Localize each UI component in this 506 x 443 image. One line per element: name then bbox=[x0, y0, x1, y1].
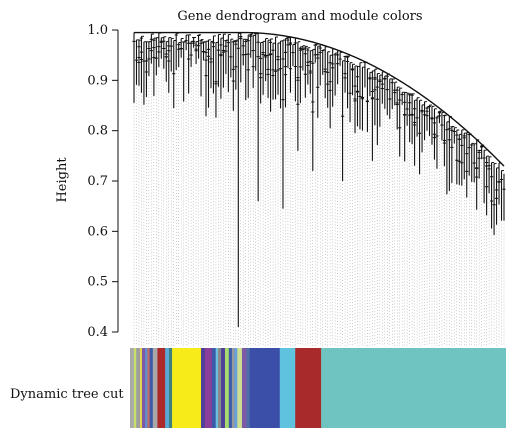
y-tick-label: 0.6 bbox=[87, 224, 108, 239]
module-color-segment bbox=[204, 348, 213, 428]
y-tick-label: 0.8 bbox=[87, 124, 108, 139]
dendrogram-tree bbox=[132, 31, 506, 327]
module-color-row bbox=[130, 348, 506, 428]
module-color-segment bbox=[211, 348, 217, 428]
y-tick-label: 0.7 bbox=[87, 174, 108, 189]
chart-title: Gene dendrogram and module colors bbox=[177, 9, 422, 24]
leaf-guide-lines bbox=[133, 47, 505, 346]
dendrogram-root-link bbox=[134, 31, 505, 167]
module-color-segment bbox=[201, 348, 206, 428]
module-color-segment bbox=[152, 348, 158, 428]
module-color-segment bbox=[172, 348, 202, 428]
module-color-segment bbox=[246, 348, 251, 428]
y-tick-label: 0.5 bbox=[87, 275, 108, 290]
module-color-segment bbox=[168, 348, 173, 428]
y-tick-label: 0.9 bbox=[87, 73, 108, 88]
module-color-segment bbox=[321, 348, 506, 428]
module-color-segment bbox=[218, 348, 222, 428]
y-tick-label: 1.0 bbox=[87, 23, 108, 38]
module-color-segment bbox=[149, 348, 154, 428]
module-color-segment bbox=[224, 348, 230, 428]
module-color-segment bbox=[228, 348, 233, 428]
y-axis-label: Height bbox=[55, 157, 70, 203]
module-color-segment bbox=[231, 348, 235, 428]
module-color-segment bbox=[221, 348, 226, 428]
module-color-segment bbox=[136, 348, 141, 428]
module-color-segment bbox=[141, 348, 146, 428]
module-color-segment bbox=[279, 348, 296, 428]
module-color-segment bbox=[140, 348, 143, 428]
module-color-segment bbox=[165, 348, 170, 428]
module-color-segment bbox=[157, 348, 166, 428]
module-color-segment bbox=[241, 348, 247, 428]
module-color-segment bbox=[249, 348, 281, 428]
module-color-segment bbox=[145, 348, 148, 428]
module-color-segment bbox=[295, 348, 322, 428]
module-color-segment bbox=[234, 348, 238, 428]
y-axis: 0.4 0.5 0.6 0.7 0.8 0.9 1.0 bbox=[87, 23, 119, 340]
module-color-segment bbox=[130, 348, 135, 428]
module-color-segment bbox=[133, 348, 137, 428]
module-color-segment bbox=[147, 348, 151, 428]
dynamic-tree-cut-label: Dynamic tree cut bbox=[10, 387, 124, 402]
module-color-segment bbox=[215, 348, 219, 428]
module-color-segment bbox=[237, 348, 243, 428]
y-tick-label: 0.4 bbox=[87, 325, 108, 340]
